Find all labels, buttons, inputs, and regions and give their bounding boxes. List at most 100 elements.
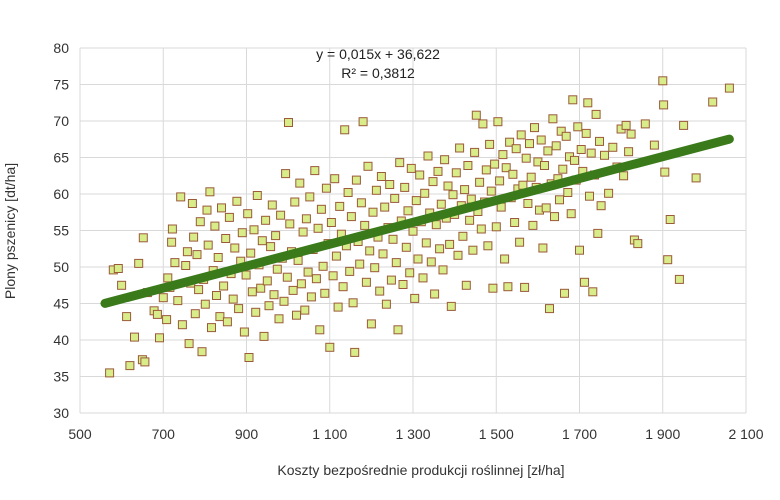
- y-tick-label: 65: [53, 150, 69, 166]
- x-tick-label: 1 300: [395, 426, 430, 442]
- data-point: [586, 148, 596, 158]
- data-point: [113, 264, 123, 273]
- data-point: [476, 224, 486, 234]
- data-point: [134, 258, 144, 268]
- data-point: [162, 315, 172, 325]
- data-point: [490, 159, 500, 169]
- data-point: [264, 301, 274, 311]
- data-point: [378, 249, 388, 259]
- data-point: [328, 271, 338, 281]
- data-point: [333, 302, 343, 312]
- data-point: [423, 151, 433, 161]
- data-point: [138, 233, 148, 243]
- data-point: [290, 197, 300, 207]
- data-point: [187, 199, 197, 208]
- data-point: [505, 137, 515, 147]
- data-point: [649, 140, 659, 150]
- data-point: [326, 218, 336, 227]
- data-point: [493, 117, 503, 127]
- data-point: [356, 198, 366, 208]
- data-point: [331, 251, 341, 261]
- data-point: [315, 325, 325, 335]
- data-point: [246, 248, 256, 258]
- data-point: [624, 147, 634, 157]
- data-point: [370, 263, 380, 273]
- data-point: [345, 266, 355, 276]
- data-point: [528, 220, 538, 230]
- data-point: [573, 122, 583, 132]
- data-point: [471, 110, 481, 120]
- data-point: [660, 167, 670, 177]
- x-tick-label: 900: [235, 426, 259, 442]
- data-point: [465, 215, 475, 225]
- data-point: [510, 218, 520, 227]
- data-point: [408, 226, 418, 236]
- data-point: [163, 273, 173, 283]
- data-point: [558, 164, 568, 174]
- y-axis-title: Plony pszenicy [dt/ha]: [2, 163, 18, 299]
- data-point: [272, 264, 282, 274]
- data-point: [386, 275, 396, 285]
- data-point: [237, 228, 247, 238]
- data-point: [215, 312, 225, 322]
- data-point: [212, 291, 221, 300]
- y-tick-label: 70: [53, 113, 69, 129]
- data-point: [177, 320, 187, 330]
- data-point: [556, 126, 566, 136]
- data-point: [279, 296, 289, 306]
- x-axis-ticks: 500 700 900 1 100 1 300 1 500 1 700 1 900 2 100: [68, 426, 763, 442]
- data-point: [266, 242, 276, 252]
- data-point: [415, 170, 425, 180]
- data-point: [295, 178, 305, 188]
- data-point: [375, 286, 385, 296]
- data-point: [495, 176, 505, 186]
- data-point: [435, 244, 445, 254]
- data-point: [498, 150, 508, 160]
- data-point: [508, 169, 518, 179]
- data-point: [190, 309, 200, 319]
- data-point: [658, 76, 668, 86]
- data-point: [525, 139, 534, 149]
- data-point: [202, 205, 212, 215]
- data-point: [455, 143, 465, 153]
- data-point: [545, 304, 554, 314]
- data-point: [244, 353, 254, 362]
- data-point: [262, 276, 272, 286]
- data-point: [388, 234, 398, 244]
- data-point: [276, 210, 286, 220]
- data-point: [300, 305, 310, 315]
- data-point: [368, 207, 378, 217]
- data-point: [566, 209, 576, 219]
- data-point: [674, 274, 684, 284]
- data-point: [358, 117, 368, 127]
- data-point: [325, 342, 335, 352]
- equation-label: y = 0,015x + 36,622: [316, 46, 440, 62]
- data-point: [371, 185, 381, 195]
- data-point: [511, 144, 521, 154]
- data-point: [588, 287, 598, 297]
- data-point: [426, 257, 436, 267]
- data-point: [458, 231, 468, 241]
- data-point: [591, 109, 601, 119]
- x-tick-label: 700: [152, 426, 176, 442]
- data-point: [385, 180, 395, 189]
- data-point: [167, 224, 177, 234]
- data-point: [285, 219, 295, 229]
- data-point: [568, 95, 578, 105]
- data-point: [550, 212, 559, 222]
- data-point: [483, 241, 493, 251]
- data-point: [170, 258, 180, 268]
- data-point: [192, 250, 202, 260]
- data-point: [440, 155, 450, 165]
- data-point: [249, 225, 259, 235]
- data-point: [633, 239, 643, 249]
- data-point: [311, 274, 321, 284]
- data-point: [194, 285, 204, 295]
- x-tick-label: 1 100: [312, 426, 347, 442]
- data-point: [155, 333, 164, 343]
- data-point: [200, 299, 210, 309]
- data-point: [453, 250, 463, 260]
- y-tick-label: 50: [53, 259, 69, 275]
- data-point: [219, 281, 229, 291]
